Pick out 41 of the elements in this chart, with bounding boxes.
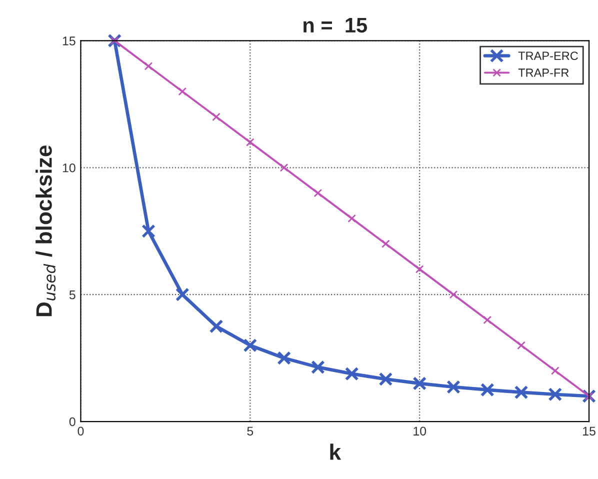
- legend-label: TRAP-ERC: [518, 52, 578, 60]
- point: [209, 319, 224, 334]
- x-tick-label: 0: [78, 426, 84, 436]
- x-axis-title: k: [330, 444, 342, 460]
- point: [550, 366, 560, 375]
- point: [348, 214, 356, 223]
- point: [415, 265, 424, 274]
- point: [548, 387, 562, 402]
- chart-title: n = 15: [304, 18, 368, 33]
- x-tick-label: 15: [583, 426, 596, 436]
- point: [480, 382, 494, 397]
- point: [382, 240, 390, 248]
- point: [517, 341, 526, 350]
- x-tick-label: 10: [414, 426, 426, 436]
- y-tick-label: 0: [69, 417, 76, 426]
- point: [412, 376, 427, 390]
- point: [449, 290, 458, 299]
- point: [110, 36, 119, 45]
- y-tick-label: 5: [69, 290, 76, 300]
- y-axis-title: D$_{used}$ / blocksize: [36, 145, 56, 316]
- point: [243, 338, 258, 352]
- point: [378, 372, 393, 386]
- point: [446, 380, 460, 394]
- point: [314, 188, 322, 198]
- point: [144, 62, 153, 70]
- point: [344, 366, 359, 381]
- legend-label: TRAP-FR: [518, 68, 569, 77]
- x-tick-label: 5: [247, 426, 254, 436]
- y-tick-label: 10: [62, 163, 76, 172]
- point: [178, 87, 187, 96]
- y-tick-label: 15: [62, 36, 76, 46]
- point: [584, 392, 594, 400]
- point: [280, 163, 288, 172]
- point: [483, 316, 492, 324]
- point: [212, 112, 220, 122]
- point: [142, 224, 156, 238]
- point: [246, 138, 254, 146]
- point: [277, 351, 291, 365]
- point: [514, 385, 528, 400]
- point: [310, 360, 325, 374]
- point: [175, 288, 190, 302]
